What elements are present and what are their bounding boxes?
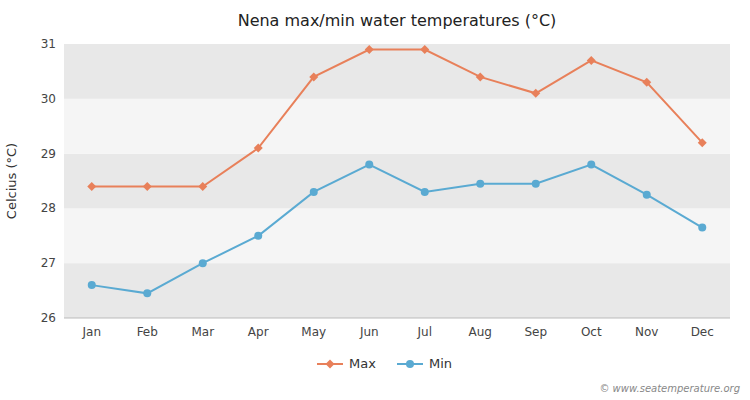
x-tick-label: Mar bbox=[191, 325, 214, 339]
x-tick-label: Jan bbox=[82, 325, 102, 339]
point bbox=[365, 161, 373, 169]
point bbox=[365, 45, 374, 54]
point bbox=[309, 72, 318, 81]
y-tick-label: 27 bbox=[41, 256, 56, 270]
grid-band bbox=[64, 208, 730, 263]
x-tick-label: Aug bbox=[469, 325, 492, 339]
point bbox=[310, 188, 318, 196]
point bbox=[587, 161, 595, 169]
x-tick-label: Apr bbox=[248, 325, 269, 339]
point bbox=[587, 56, 596, 65]
point bbox=[531, 89, 540, 98]
x-axis-line bbox=[64, 318, 730, 319]
x-tick-label: Jun bbox=[359, 325, 379, 339]
x-tick-label: Oct bbox=[581, 325, 602, 339]
x-axis: Jan Feb Mar Apr May Jun Jul Aug Sep Oct Nov Dec bbox=[64, 318, 730, 339]
grid-band bbox=[64, 154, 730, 209]
plot-area bbox=[87, 45, 707, 297]
legend-label: Max bbox=[349, 356, 376, 371]
point bbox=[421, 188, 429, 196]
chart-container: 26 27 28 29 30 31 Jan Feb Mar Apr May Jun Jul Aug Sep O… bbox=[0, 0, 750, 400]
point bbox=[87, 182, 96, 191]
x-tick-label: Dec bbox=[691, 325, 714, 339]
y-tick-label: 28 bbox=[41, 201, 56, 215]
series-line bbox=[92, 49, 703, 186]
watermark: © www.seatemperature.org bbox=[599, 383, 740, 394]
title: Nena max/min water temperatures (°C) bbox=[238, 11, 557, 30]
series-1 bbox=[88, 161, 707, 298]
point bbox=[643, 191, 651, 199]
point bbox=[88, 281, 96, 289]
point bbox=[254, 144, 263, 153]
point bbox=[532, 180, 540, 188]
point bbox=[143, 182, 152, 191]
legend-label: Min bbox=[429, 356, 452, 371]
grid-band bbox=[64, 44, 730, 99]
point bbox=[254, 232, 262, 240]
point bbox=[642, 78, 651, 87]
grid bbox=[64, 44, 730, 318]
x-tick-label: Jul bbox=[417, 325, 432, 339]
grid-band bbox=[64, 263, 730, 318]
grid-band bbox=[64, 99, 730, 154]
legend-marker bbox=[406, 360, 414, 368]
x-tick-label: Nov bbox=[635, 325, 658, 339]
x-tick-label: May bbox=[301, 325, 326, 339]
point bbox=[143, 289, 151, 297]
point bbox=[698, 138, 707, 147]
series-0 bbox=[87, 45, 707, 191]
point bbox=[198, 182, 207, 191]
y-axis: 26 27 28 29 30 31 bbox=[41, 37, 56, 325]
y-tick-label: 30 bbox=[41, 92, 56, 106]
point bbox=[476, 180, 484, 188]
x-tick-label: Sep bbox=[524, 325, 547, 339]
x-tick-label: Feb bbox=[137, 325, 158, 339]
point bbox=[199, 259, 207, 267]
series-line bbox=[92, 165, 703, 294]
legend-marker bbox=[326, 360, 335, 369]
point bbox=[420, 45, 429, 54]
y-axis-label: Celcius (°C) bbox=[4, 143, 19, 219]
y-tick-label: 26 bbox=[41, 311, 56, 325]
legend: Max Min bbox=[317, 356, 452, 371]
y-tick-label: 31 bbox=[41, 37, 56, 51]
y-tick-label: 29 bbox=[41, 147, 56, 161]
point bbox=[476, 72, 485, 81]
chart: 26 27 28 29 30 31 Jan Feb Mar Apr May Jun Jul Aug Sep O… bbox=[0, 0, 750, 400]
point bbox=[698, 224, 706, 232]
